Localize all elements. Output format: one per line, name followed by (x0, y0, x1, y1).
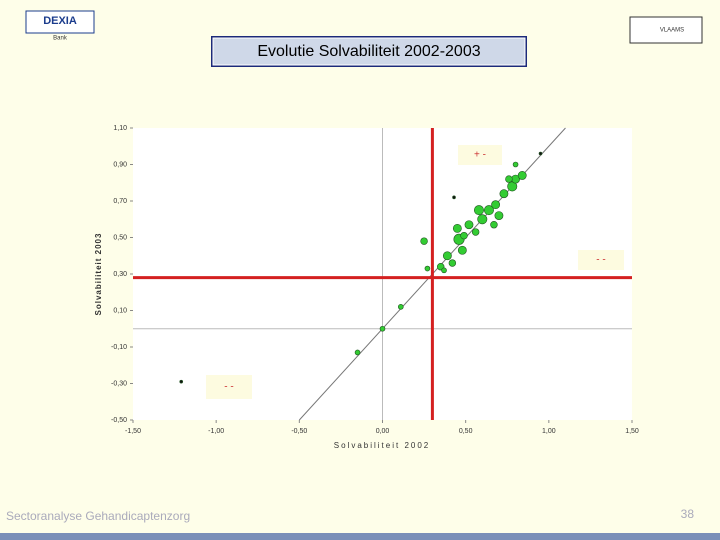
point (424, 265, 431, 272)
point (420, 237, 428, 245)
point (442, 251, 452, 261)
x-tick-label: 1,00 (542, 428, 556, 435)
logo-left-sub: Bank (53, 36, 68, 42)
y-tick-label: -0,10 (111, 344, 127, 351)
y-tick-label: 0,70 (113, 198, 127, 205)
point (490, 221, 498, 229)
logo-right: VLAAMS (660, 28, 684, 34)
x-tick-label: -0,50 (291, 428, 307, 435)
x-tick-label: -1,00 (208, 428, 224, 435)
y-tick-label: 0,10 (113, 307, 127, 314)
title-box (212, 37, 526, 66)
y-tick-label: 1,10 (113, 125, 127, 132)
y-tick-label: 0,90 (113, 161, 127, 168)
point (505, 175, 513, 183)
y-axis-label: Solvabiliteit 2003 (94, 233, 103, 316)
logo-left: DEXIA (43, 15, 77, 27)
quadrant-label: - - (224, 382, 233, 393)
point (512, 161, 519, 168)
point (448, 259, 457, 267)
point (483, 205, 494, 216)
point (517, 171, 527, 180)
y-tick-label: 0,50 (113, 234, 127, 241)
quadrant-label: + - (474, 150, 486, 161)
point (452, 223, 462, 233)
footer-bar (0, 533, 720, 540)
x-tick-label: 0,00 (376, 428, 390, 435)
point (460, 231, 468, 240)
logo-left-box (25, 10, 95, 34)
point (457, 245, 467, 255)
point (354, 349, 361, 356)
logo-right-box (629, 16, 703, 44)
point (379, 325, 386, 332)
point (538, 151, 543, 156)
point (473, 205, 484, 216)
point (477, 214, 488, 225)
chart-title: Evolutie Solvabiliteit 2002-2003 (257, 43, 480, 60)
point (491, 200, 501, 210)
point (471, 228, 480, 236)
point (464, 220, 474, 230)
quadrant-box (206, 375, 252, 399)
footer-text: Sectoranalyse Gehandicaptenzorg (6, 509, 190, 523)
page-number: 38 (681, 507, 695, 521)
point (179, 379, 184, 384)
x-tick-label: -1,50 (125, 428, 141, 435)
point (441, 267, 447, 274)
point (494, 211, 504, 221)
point (397, 304, 404, 310)
x-axis-label: Solvabiliteit 2002 (334, 441, 430, 450)
point (499, 189, 509, 199)
x-tick-label: 0,50 (459, 428, 473, 435)
y-tick-label: 0,30 (113, 271, 127, 278)
point (452, 195, 456, 200)
x-tick-label: 1,50 (625, 428, 639, 435)
quadrant-box (458, 145, 502, 165)
quadrant-label: - - (596, 255, 605, 266)
y-tick-label: -0,30 (111, 380, 127, 387)
quadrant-box (578, 250, 624, 270)
y-tick-label: -0,50 (111, 417, 127, 424)
